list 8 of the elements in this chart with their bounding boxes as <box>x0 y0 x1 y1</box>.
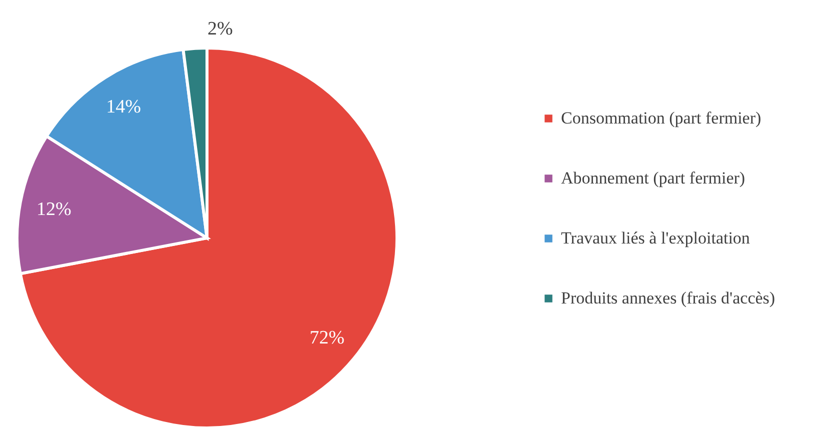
legend-label: Travaux liés à l'exploitation <box>561 228 750 248</box>
legend-label: Abonnement (part fermier) <box>561 168 746 188</box>
data-label: 72% <box>310 327 345 348</box>
legend-label: Produits annexes (frais d'accès) <box>561 288 776 308</box>
data-label: 2% <box>208 18 234 40</box>
data-label: 14% <box>106 96 142 118</box>
legend-label: Consommation (part fermier) <box>561 108 762 128</box>
data-label: 12% <box>36 198 72 220</box>
